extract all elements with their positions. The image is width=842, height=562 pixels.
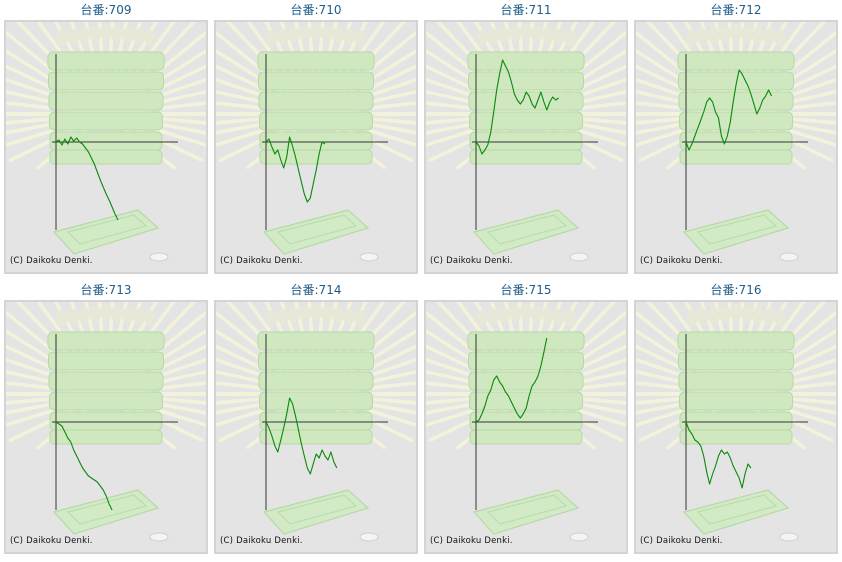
series-line — [55, 421, 113, 511]
graph-panel[interactable]: (C) Daikoku Denki. — [214, 300, 418, 554]
copyright-text: (C) Daikoku Denki. — [430, 536, 513, 546]
machine-title[interactable]: 台番:714 — [290, 283, 342, 297]
line-chart — [426, 302, 626, 542]
line-chart — [6, 22, 206, 262]
machine-title[interactable]: 台番:710 — [290, 3, 342, 17]
copyright-text: (C) Daikoku Denki. — [10, 536, 93, 546]
series-line — [265, 136, 326, 203]
line-chart — [216, 22, 416, 262]
copyright-text: (C) Daikoku Denki. — [220, 256, 303, 266]
series-line — [55, 136, 119, 221]
machine-title[interactable]: 台番:715 — [500, 283, 552, 297]
machine-title[interactable]: 台番:711 — [500, 3, 552, 17]
copyright-text: (C) Daikoku Denki. — [640, 536, 723, 546]
copyright-text: (C) Daikoku Denki. — [10, 256, 93, 266]
background-illustration — [216, 302, 416, 542]
graph-panel[interactable]: (C) Daikoku Denki. — [214, 20, 418, 274]
graph-panel[interactable]: (C) Daikoku Denki. — [424, 300, 628, 554]
series-line — [685, 421, 752, 489]
series-line — [475, 59, 559, 155]
machine-title[interactable]: 台番:709 — [80, 3, 132, 17]
series-line — [685, 69, 773, 151]
background-illustration — [216, 22, 416, 262]
graph-panel[interactable]: (C) Daikoku Denki. — [424, 20, 628, 274]
line-chart — [426, 22, 626, 262]
machine-title[interactable]: 台番:712 — [710, 3, 762, 17]
series-line — [475, 337, 548, 423]
graph-panel[interactable]: (C) Daikoku Denki. — [4, 300, 208, 554]
graph-panel[interactable]: (C) Daikoku Denki. — [634, 300, 838, 554]
line-chart — [216, 302, 416, 542]
line-chart — [636, 22, 836, 262]
copyright-text: (C) Daikoku Denki. — [640, 256, 723, 266]
series-line — [265, 397, 338, 475]
graph-panel[interactable]: (C) Daikoku Denki. — [634, 20, 838, 274]
line-chart — [636, 302, 836, 542]
background-illustration — [426, 22, 626, 262]
background-illustration — [6, 302, 206, 542]
background-illustration — [636, 302, 836, 542]
machine-title[interactable]: 台番:713 — [80, 283, 132, 297]
graph-panel[interactable]: (C) Daikoku Denki. — [4, 20, 208, 274]
background-illustration — [6, 22, 206, 262]
copyright-text: (C) Daikoku Denki. — [430, 256, 513, 266]
line-chart — [6, 302, 206, 542]
copyright-text: (C) Daikoku Denki. — [220, 536, 303, 546]
machine-title[interactable]: 台番:716 — [710, 283, 762, 297]
background-illustration — [636, 22, 836, 262]
